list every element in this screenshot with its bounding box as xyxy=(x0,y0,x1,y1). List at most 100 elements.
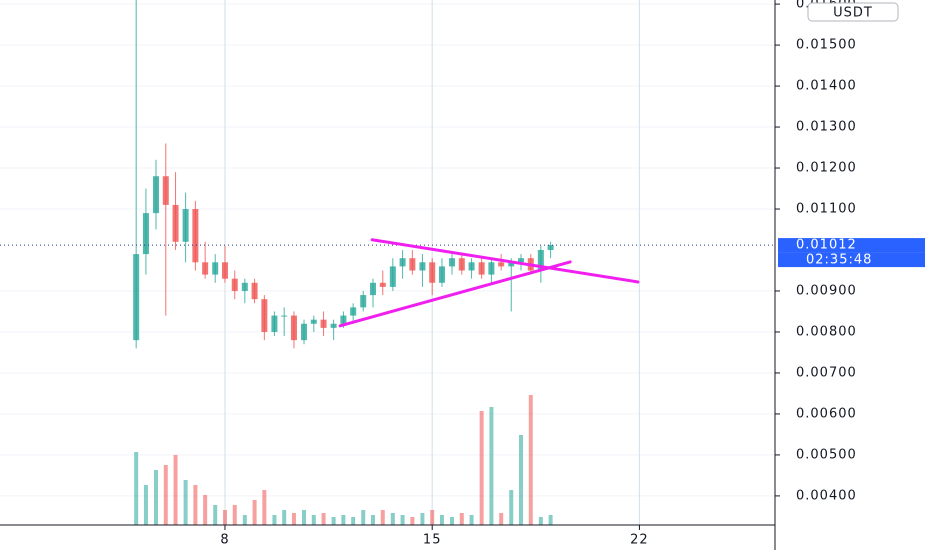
candle-body xyxy=(172,204,179,242)
countdown-label: 02:35:48 xyxy=(806,253,872,268)
volume-bar xyxy=(272,515,277,525)
candle-body xyxy=(182,209,189,242)
candle-body xyxy=(221,262,228,279)
volume-bar xyxy=(262,490,267,525)
volume-bar xyxy=(302,510,307,525)
candle-body xyxy=(153,176,160,214)
candle-body xyxy=(301,323,308,341)
volume-bar xyxy=(173,455,178,525)
last-price-label: 0.01012 xyxy=(796,238,857,253)
volume-bar xyxy=(331,517,336,525)
volume-bar xyxy=(163,465,168,525)
volume-bar xyxy=(489,407,494,525)
candle-body xyxy=(518,258,525,263)
volume-bar xyxy=(439,515,444,525)
volume-bar xyxy=(341,515,346,525)
candle-body xyxy=(231,278,238,291)
volume-bar xyxy=(400,515,405,525)
volume-bar xyxy=(222,510,227,525)
volume-bar xyxy=(430,510,435,525)
y-tick-label: 0.00500 xyxy=(796,447,857,462)
volume-bar xyxy=(203,495,208,525)
volume-bar xyxy=(252,500,257,525)
candle-body xyxy=(360,295,367,308)
candle-body xyxy=(320,319,327,328)
volume-bar xyxy=(380,510,385,525)
volume-bar xyxy=(459,513,464,525)
volume-bar xyxy=(450,517,455,525)
candle-body xyxy=(508,262,515,267)
candle-body xyxy=(379,282,386,287)
candle-body xyxy=(271,315,278,332)
x-tick-label: 15 xyxy=(423,533,442,548)
candle-body xyxy=(468,262,475,271)
candle-body xyxy=(281,315,288,317)
y-tick-label: 0.00400 xyxy=(796,488,857,503)
candle-body xyxy=(162,176,169,205)
candle-body xyxy=(438,266,445,283)
volume-bar xyxy=(370,515,375,525)
volume-bar xyxy=(469,515,474,525)
currency-label: USDT xyxy=(833,6,873,21)
candle-body xyxy=(488,262,495,275)
candle-body xyxy=(369,282,376,296)
candle-body xyxy=(202,262,209,275)
volume-bar xyxy=(420,513,425,525)
volume-bar xyxy=(282,510,287,525)
candle-body xyxy=(290,315,297,341)
candle-body xyxy=(142,213,149,255)
volume-bar xyxy=(519,435,524,525)
volume-bar xyxy=(479,411,484,525)
y-tick-label: 0.01300 xyxy=(796,120,857,135)
x-tick-label: 22 xyxy=(630,533,649,548)
candle-body xyxy=(429,262,436,283)
candle-body xyxy=(419,262,426,271)
volume-bar xyxy=(213,505,218,525)
countdown-tag xyxy=(778,252,925,268)
volume-bar xyxy=(291,513,296,525)
volume-bar xyxy=(311,515,316,525)
volume-bar xyxy=(538,517,543,525)
candle-body xyxy=(133,254,140,341)
volume-bar xyxy=(232,505,237,525)
volume-bar xyxy=(183,480,188,525)
volume-bar xyxy=(548,515,553,525)
plot-area xyxy=(0,0,775,525)
x-tick-label: 8 xyxy=(220,533,229,548)
candle-body xyxy=(478,262,485,275)
volume-bar xyxy=(410,517,415,525)
volume-bar xyxy=(499,513,504,525)
volume-bar xyxy=(134,452,139,525)
candle-body xyxy=(449,258,456,267)
candle-body xyxy=(310,319,317,324)
candle-body xyxy=(389,266,396,287)
candle-body xyxy=(330,323,337,328)
candle-body xyxy=(261,299,268,332)
y-tick-label: 0.01200 xyxy=(796,161,857,176)
candle-body xyxy=(192,209,199,263)
volume-bar xyxy=(154,470,159,525)
candle-body xyxy=(350,307,357,316)
candle-body xyxy=(537,250,544,271)
y-tick-label: 0.00600 xyxy=(796,406,857,421)
volume-bar xyxy=(361,510,366,525)
volume-bar xyxy=(390,513,395,525)
trendline xyxy=(338,260,572,328)
y-tick-label: 0.00800 xyxy=(796,324,857,339)
candle-body xyxy=(399,258,406,267)
volume-bar xyxy=(528,395,533,525)
candle-body xyxy=(409,258,416,271)
volume-bar xyxy=(193,485,198,525)
candle-body xyxy=(241,282,248,291)
trendline xyxy=(370,238,640,284)
volume-bar xyxy=(242,515,247,525)
y-tick-label: 0.00900 xyxy=(796,283,857,298)
candle-body xyxy=(547,245,554,250)
y-tick-label: 0.01100 xyxy=(796,202,857,217)
volume-bar xyxy=(351,517,356,525)
volume-bar xyxy=(509,490,514,525)
y-tick-label: 0.00700 xyxy=(796,365,857,380)
currency-box xyxy=(807,2,899,22)
